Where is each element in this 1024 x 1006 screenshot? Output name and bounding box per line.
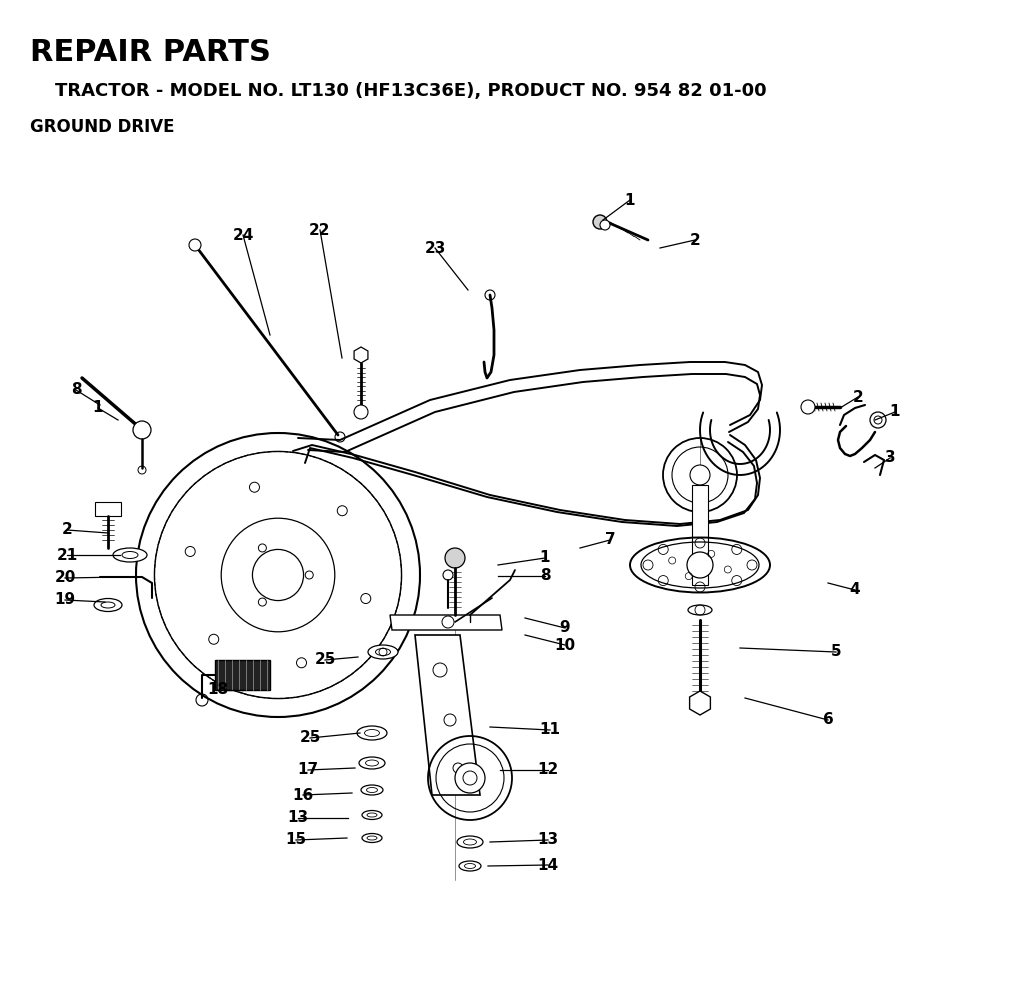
Polygon shape xyxy=(689,691,711,715)
Circle shape xyxy=(593,215,607,229)
Ellipse shape xyxy=(94,599,122,612)
Circle shape xyxy=(687,552,713,578)
Text: 12: 12 xyxy=(538,763,559,778)
Text: 1: 1 xyxy=(625,192,635,207)
Text: 23: 23 xyxy=(424,240,445,256)
Circle shape xyxy=(801,400,815,414)
Ellipse shape xyxy=(457,836,483,848)
Circle shape xyxy=(455,763,485,793)
Bar xyxy=(95,502,121,516)
Polygon shape xyxy=(390,615,502,630)
Text: 25: 25 xyxy=(299,730,321,745)
Circle shape xyxy=(870,412,886,428)
Text: 25: 25 xyxy=(314,653,336,668)
Circle shape xyxy=(690,465,710,485)
Text: 3: 3 xyxy=(885,451,895,466)
Text: 2: 2 xyxy=(61,522,73,537)
Circle shape xyxy=(445,548,465,568)
Ellipse shape xyxy=(368,645,398,659)
Text: 8: 8 xyxy=(540,568,550,583)
Text: 13: 13 xyxy=(538,833,558,847)
Text: 24: 24 xyxy=(232,227,254,242)
Text: 18: 18 xyxy=(208,682,228,697)
Text: 20: 20 xyxy=(54,570,76,585)
Text: 5: 5 xyxy=(830,645,842,660)
Text: 15: 15 xyxy=(286,833,306,847)
Text: 1: 1 xyxy=(540,550,550,565)
Text: 8: 8 xyxy=(71,382,81,397)
Bar xyxy=(692,485,708,585)
Text: 1: 1 xyxy=(93,400,103,415)
Text: 9: 9 xyxy=(560,621,570,636)
Text: 13: 13 xyxy=(288,811,308,826)
Ellipse shape xyxy=(357,726,387,740)
Text: 2: 2 xyxy=(853,389,863,404)
Ellipse shape xyxy=(113,548,147,562)
Circle shape xyxy=(600,220,610,230)
Text: 17: 17 xyxy=(297,763,318,778)
Text: 21: 21 xyxy=(56,547,78,562)
Text: 2: 2 xyxy=(689,232,700,247)
Ellipse shape xyxy=(361,785,383,795)
Text: 16: 16 xyxy=(293,788,313,803)
Circle shape xyxy=(189,239,201,252)
Text: 7: 7 xyxy=(605,532,615,547)
Circle shape xyxy=(354,405,368,420)
Polygon shape xyxy=(415,635,480,795)
Text: TRACTOR - MODEL NO. LT130 (HF13C36E), PRODUCT NO. 954 82 01-00: TRACTOR - MODEL NO. LT130 (HF13C36E), PR… xyxy=(30,82,767,100)
Circle shape xyxy=(443,570,453,580)
Text: 4: 4 xyxy=(850,582,860,598)
Ellipse shape xyxy=(362,811,382,820)
Text: GROUND DRIVE: GROUND DRIVE xyxy=(30,118,174,136)
Ellipse shape xyxy=(688,605,712,615)
Text: 14: 14 xyxy=(538,857,558,872)
Text: 6: 6 xyxy=(822,712,834,727)
Polygon shape xyxy=(354,347,368,363)
Ellipse shape xyxy=(359,757,385,769)
Text: 10: 10 xyxy=(554,638,575,653)
Text: REPAIR PARTS: REPAIR PARTS xyxy=(30,38,271,67)
Text: 1: 1 xyxy=(890,404,900,420)
Ellipse shape xyxy=(362,834,382,842)
Ellipse shape xyxy=(459,861,481,871)
Text: 11: 11 xyxy=(540,722,560,737)
Text: 19: 19 xyxy=(54,593,76,608)
Circle shape xyxy=(133,421,151,439)
Text: 22: 22 xyxy=(309,222,331,237)
Bar xyxy=(215,660,270,690)
